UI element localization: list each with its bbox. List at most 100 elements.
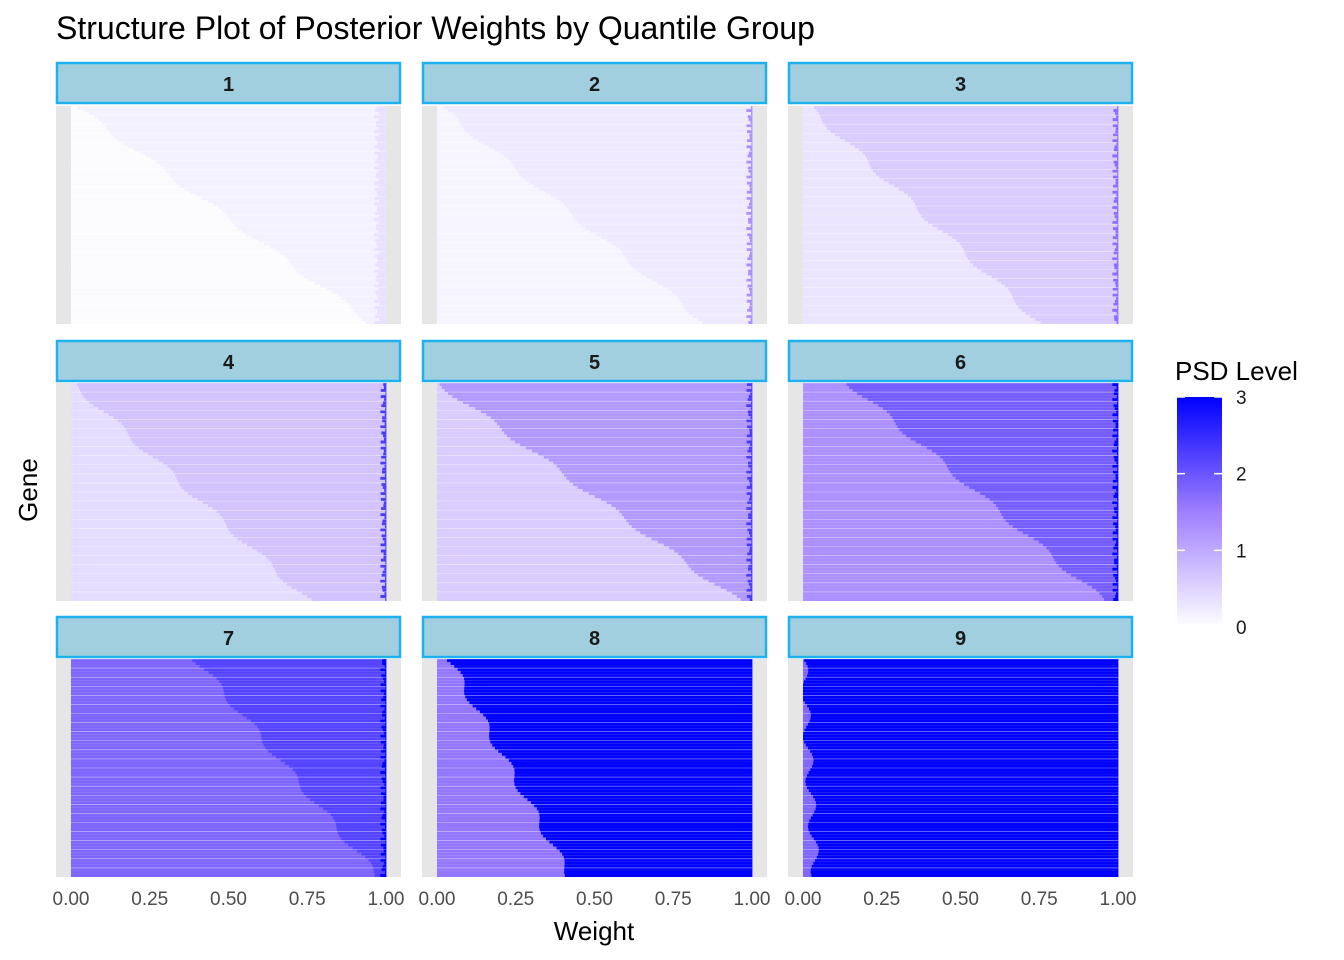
weight-segment (222, 208, 378, 212)
weight-segment (192, 495, 386, 499)
weight-segment (750, 443, 753, 447)
weight-segment (915, 440, 1116, 444)
weight-segment (156, 160, 376, 164)
weight-segment (1117, 467, 1119, 471)
weight-segment (846, 383, 1113, 387)
gene-bar (437, 858, 753, 862)
weight-segment (803, 133, 836, 137)
weight-segment (71, 476, 177, 480)
weight-segment (384, 716, 387, 720)
weight-segment (750, 534, 753, 538)
weight-segment (1115, 181, 1119, 185)
gene-bar (437, 320, 753, 324)
weight-segment (441, 386, 752, 390)
weight-segment (1104, 597, 1114, 601)
weight-segment (803, 737, 1119, 741)
weight-segment (380, 683, 387, 687)
weight-segment (803, 383, 847, 387)
weight-segment (969, 485, 1113, 489)
weight-segment (1114, 389, 1119, 393)
weight-segment (577, 485, 748, 489)
weight-segment (1113, 251, 1119, 255)
weight-segment (71, 810, 328, 814)
weight-segment (208, 671, 386, 675)
gene-bar (71, 662, 387, 666)
weight-segment (384, 398, 387, 402)
gene-bar (71, 400, 387, 405)
weight-segment (437, 422, 498, 426)
gene-bar (803, 719, 1119, 723)
weight-segment (380, 425, 387, 429)
weight-segment (1115, 594, 1119, 598)
weight-segment (251, 236, 380, 240)
weight-segment (525, 446, 750, 450)
gene-bar (71, 190, 387, 194)
weight-segment (71, 428, 127, 432)
weight-segment (437, 534, 647, 538)
gene-bar (437, 112, 753, 116)
gene-bar (437, 160, 753, 164)
gene-bar (803, 386, 1119, 390)
weight-segment (1117, 570, 1119, 574)
weight-segment (1115, 230, 1119, 234)
weight-segment (469, 404, 747, 408)
weight-segment (1113, 199, 1119, 203)
weight-segment (71, 710, 239, 714)
weight-segment (803, 311, 1026, 315)
weight-segment (247, 543, 381, 547)
weight-segment (803, 492, 981, 496)
weight-segment (107, 127, 379, 131)
weight-segment (437, 184, 535, 188)
weight-segment (1112, 588, 1119, 592)
weight-segment (748, 461, 753, 465)
weight-segment (71, 683, 222, 687)
gene-bar (71, 236, 387, 240)
gene-bar (437, 658, 753, 663)
weight-segment (293, 266, 380, 270)
weight-segment (221, 683, 382, 687)
weight-segment (1117, 519, 1119, 523)
weight-segment (573, 482, 751, 486)
facet-strip-9 (787, 615, 1134, 659)
weight-segment (71, 205, 219, 209)
weight-segment (71, 233, 247, 237)
weight-segment (1016, 302, 1114, 306)
weight-segment (1116, 320, 1119, 324)
gene-bar (437, 785, 753, 790)
weight-segment (803, 443, 922, 447)
weight-segment (746, 299, 753, 303)
weight-segment (344, 840, 386, 844)
weight-segment (803, 525, 1014, 529)
weight-segment (1117, 187, 1119, 191)
weight-segment (750, 163, 753, 167)
weight-segment (942, 230, 1116, 234)
weight-segment (71, 278, 309, 282)
gene-bar (437, 257, 753, 261)
weight-segment (437, 743, 493, 747)
weight-segment (750, 148, 753, 152)
weight-segment (339, 834, 385, 838)
gene-bar (437, 500, 753, 505)
gene-bar (71, 495, 387, 499)
gene-bar (71, 792, 387, 796)
weight-segment (437, 118, 459, 122)
gene-bar (71, 260, 387, 264)
gene-bar (71, 695, 387, 699)
weight-segment (380, 807, 387, 811)
weight-segment (803, 846, 820, 850)
gene-bar (71, 395, 387, 399)
weight-segment (437, 416, 492, 420)
weight-segment (374, 873, 381, 877)
weight-segment (374, 254, 387, 258)
gene-bar (71, 305, 387, 309)
weight-segment (437, 816, 541, 820)
weight-segment (803, 537, 1035, 541)
gene-bar (71, 114, 387, 119)
weight-segment (71, 172, 169, 176)
gene-bar (803, 230, 1119, 234)
weight-segment (807, 674, 1119, 678)
weight-segment (437, 734, 490, 738)
weight-segment (815, 807, 1119, 811)
gene-bar (71, 290, 387, 294)
weight-segment (811, 752, 1119, 756)
